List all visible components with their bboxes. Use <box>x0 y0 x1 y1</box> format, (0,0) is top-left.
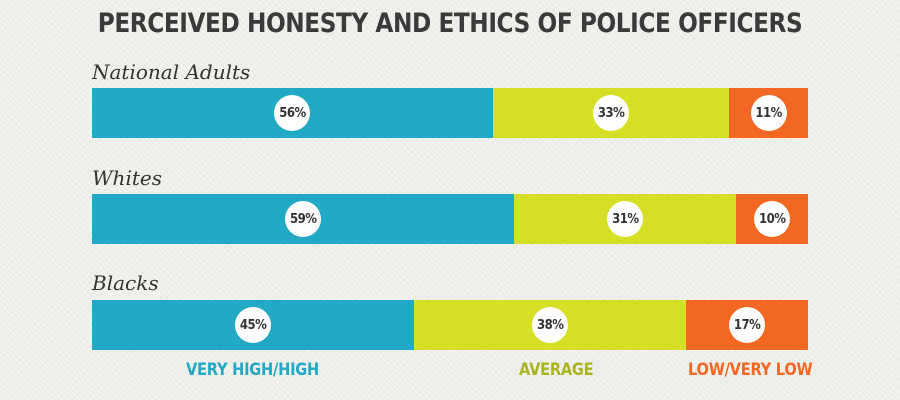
legend-item: LOW/VERY LOW <box>688 360 813 380</box>
stacked-bar: 56% 33% 11% <box>92 88 808 138</box>
data-label: 17% <box>729 307 766 343</box>
data-label: 38% <box>532 307 569 343</box>
data-label: 33% <box>593 95 630 131</box>
group-label: National Adults <box>92 60 251 84</box>
data-label: 10% <box>754 201 791 237</box>
data-label: 31% <box>607 201 644 237</box>
legend-item: VERY HIGH/HIGH <box>186 360 319 380</box>
group-label: Whites <box>92 166 162 190</box>
data-label: 45% <box>235 307 272 343</box>
data-label: 11% <box>750 95 787 131</box>
stacked-bar: 59% 31% 10% <box>92 194 808 244</box>
data-label: 59% <box>285 201 322 237</box>
group-label: Blacks <box>92 271 159 295</box>
stacked-bar: 45% 38% 17% <box>92 300 808 350</box>
legend-item: AVERAGE <box>519 360 594 380</box>
data-label: 56% <box>274 95 311 131</box>
chart-title: PERCEIVED HONESTY AND ETHICS OF POLICE O… <box>97 8 803 39</box>
